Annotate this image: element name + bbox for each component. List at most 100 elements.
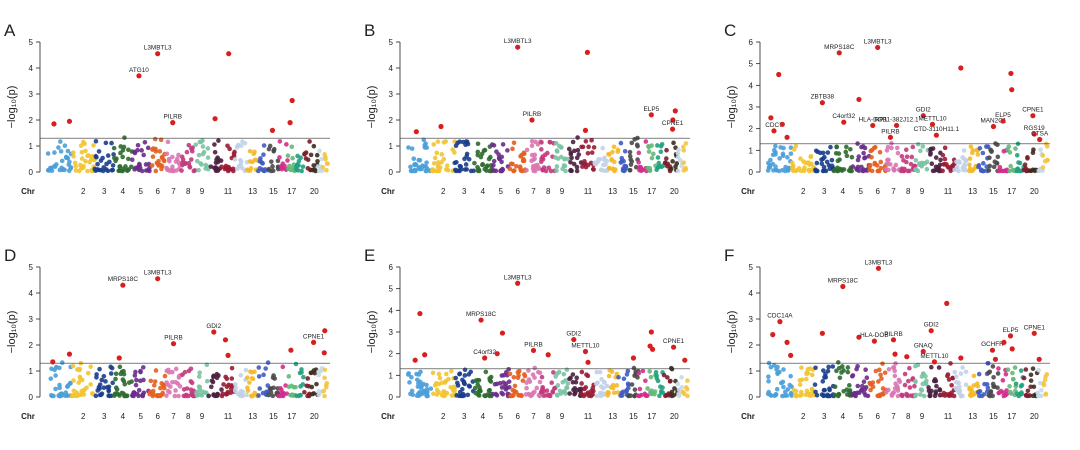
- snp-point: [958, 371, 964, 376]
- snp-point: [904, 154, 910, 160]
- snp-point: [153, 149, 159, 154]
- y-tick-label: 3: [29, 315, 34, 324]
- snp-point: [612, 168, 617, 174]
- chr-tick-label: 2: [801, 412, 806, 421]
- snp-point: [506, 367, 511, 372]
- snp-point: [216, 373, 221, 378]
- snp-point: [430, 370, 436, 376]
- significant-hit-point: [920, 348, 926, 355]
- significant-hit-point: [438, 123, 444, 130]
- snp-point: [141, 152, 146, 158]
- snp-point: [303, 150, 309, 155]
- significant-hit-point: [836, 50, 842, 56]
- snp-point: [170, 164, 175, 170]
- snp-point: [780, 151, 786, 157]
- snp-point: [954, 374, 959, 379]
- snp-point: [475, 152, 481, 158]
- snp-point: [833, 151, 839, 156]
- snp-point: [130, 392, 135, 398]
- snp-point: [233, 385, 239, 391]
- snp-point: [579, 369, 585, 375]
- snp-point: [501, 373, 507, 378]
- snp-point: [781, 145, 786, 151]
- significant-hit-point: [989, 347, 996, 353]
- significant-hit-point: [649, 346, 656, 352]
- chr-tick-label: 15: [989, 412, 998, 421]
- snp-point: [300, 164, 306, 169]
- snp-point: [468, 369, 474, 375]
- snp-point: [953, 379, 959, 385]
- chr-tick-label: 11: [224, 412, 233, 421]
- snp-point: [180, 162, 185, 168]
- chr-tick-label: 3: [462, 412, 467, 421]
- snp-point: [508, 393, 513, 399]
- snp-point: [933, 155, 939, 160]
- snp-point: [962, 162, 967, 167]
- y-tick-label: 0: [29, 393, 34, 402]
- snp-point: [295, 153, 300, 159]
- snp-point: [775, 371, 780, 377]
- chr-tick-label: 5: [138, 412, 143, 421]
- snp-point: [636, 160, 641, 165]
- snp-point: [835, 360, 841, 365]
- snp-point: [1013, 381, 1019, 387]
- snp-point: [289, 144, 295, 150]
- snp-point: [219, 164, 224, 170]
- snp-point: [483, 393, 488, 399]
- snp-point: [868, 381, 873, 386]
- snp-point: [248, 165, 254, 171]
- snp-point: [629, 140, 635, 146]
- snp-point: [59, 360, 65, 365]
- snp-point: [97, 366, 102, 372]
- snp-point: [921, 393, 927, 399]
- snp-point: [997, 164, 1003, 170]
- snp-point: [508, 161, 514, 167]
- y-tick-label: 4: [389, 64, 394, 73]
- snp-point: [1039, 387, 1044, 393]
- snp-point: [462, 167, 468, 172]
- chr-tick-label: 20: [1030, 412, 1039, 421]
- y-tick-label: 3: [389, 328, 394, 337]
- significant-hit-point: [321, 350, 327, 356]
- chr-tick-label: 3: [822, 187, 827, 196]
- snp-point: [556, 369, 562, 375]
- snp-point: [591, 167, 596, 172]
- chr-tick-label: 4: [841, 412, 846, 421]
- y-tick-label: 1: [749, 146, 754, 155]
- snp-point: [869, 154, 874, 160]
- snp-point: [591, 145, 597, 150]
- snp-point: [462, 367, 468, 373]
- gene-label: GDI2: [566, 331, 581, 338]
- snp-point: [592, 160, 598, 166]
- snp-point: [1031, 393, 1036, 399]
- snp-point: [48, 376, 54, 381]
- snp-point: [477, 385, 482, 390]
- snp-point: [774, 386, 780, 392]
- snp-point: [804, 370, 810, 375]
- snp-point: [537, 379, 543, 385]
- snp-point: [808, 154, 814, 160]
- snp-point: [76, 168, 82, 174]
- snp-point: [71, 150, 76, 155]
- snp-point: [475, 141, 481, 147]
- snp-point: [839, 167, 845, 172]
- snp-point: [907, 168, 912, 174]
- snp-point: [1040, 153, 1046, 158]
- snp-point: [651, 151, 656, 157]
- snp-point: [446, 376, 451, 382]
- snp-point: [961, 148, 967, 153]
- snp-point: [475, 149, 481, 155]
- significant-hit-point: [648, 112, 654, 118]
- snp-point: [1019, 390, 1024, 395]
- snp-point: [836, 391, 841, 397]
- snp-point: [801, 167, 807, 173]
- snp-point: [987, 155, 992, 160]
- snp-point: [963, 382, 969, 388]
- snp-point: [997, 390, 1002, 395]
- panel-letter: D: [4, 246, 16, 265]
- snp-point: [825, 368, 831, 374]
- snp-point: [203, 162, 209, 168]
- snp-point: [985, 389, 990, 394]
- snp-point: [567, 376, 572, 382]
- snp-point: [121, 368, 126, 374]
